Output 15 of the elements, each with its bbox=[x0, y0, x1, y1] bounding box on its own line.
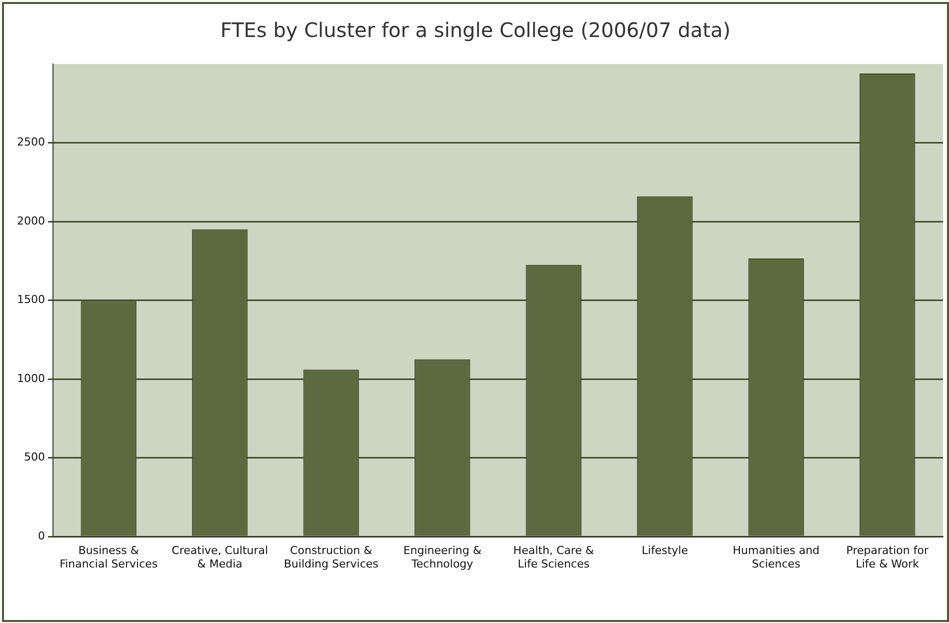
x-tick-label: Creative, Cultural & Media bbox=[172, 544, 268, 570]
x-tick-label: Engineering & Technology bbox=[403, 544, 482, 570]
x-tick-label: Lifestyle bbox=[642, 544, 688, 558]
x-tick-label: Health, Care & Life Sciences bbox=[513, 544, 594, 570]
y-tick-label: 2000 bbox=[16, 214, 45, 228]
x-tick-label: Preparation for Life & Work bbox=[846, 544, 929, 570]
chart-title: FTEs by Cluster for a single College (2006/07 data) bbox=[219, 18, 732, 42]
x-tick-label: Business & Financial Services bbox=[60, 544, 158, 570]
y-tick-label: 1500 bbox=[16, 293, 45, 306]
y-tick-label: 500 bbox=[24, 450, 45, 464]
x-tick-label: Humanities and Sciences bbox=[732, 544, 820, 570]
y-tick-label: 2500 bbox=[16, 136, 45, 149]
y-tick-label: 0 bbox=[38, 529, 45, 542]
x-tick-label: Construction & Building Services bbox=[284, 544, 379, 570]
y-tick-label: 1000 bbox=[16, 372, 45, 385]
